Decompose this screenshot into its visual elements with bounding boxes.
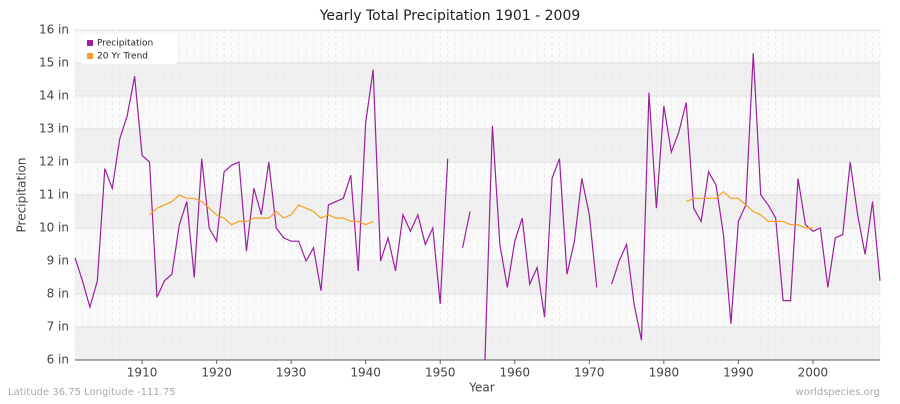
y-tick-label: 13 in [39,122,69,136]
y-tick-label: 12 in [39,155,69,169]
y-axis-label: Precipitation [15,157,29,232]
line-series [149,190,813,229]
chart-title: Yearly Total Precipitation 1901 - 2009 [319,8,581,24]
y-tick-label: 10 in [39,221,69,235]
x-tick-label: 1950 [425,366,456,380]
legend: Precipitation 20 Yr Trend [81,34,177,64]
x-tick-label: 1930 [276,366,307,380]
x-axis-label: Year [468,381,494,395]
x-tick-label: 1970 [574,366,605,380]
legend-box [81,34,177,64]
legend-label: Precipitation [97,39,153,49]
y-tick-label: 7 in [47,320,69,334]
x-tick-label: 2000 [798,366,829,380]
x-tick-label: 1920 [201,366,232,380]
footer-left: Latitude 36.75 Longitude -111.75 [8,387,176,398]
x-tick-label: 1980 [649,366,680,380]
y-tick-label: 11 in [39,188,69,202]
y-tick-label: 9 in [47,254,69,268]
footer-right: worldspecies.org [796,387,880,398]
y-tick-label: 14 in [39,89,69,103]
y-tick-label: 15 in [39,56,69,70]
x-tick-label: 1960 [499,366,530,380]
y-tick-label: 16 in [39,23,69,37]
legend-label: 20 Yr Trend [97,52,148,62]
x-tick-label: 1990 [723,366,754,380]
legend-swatch [87,53,93,59]
x-tick-label: 1940 [350,366,381,380]
line-series [74,53,881,361]
y-tick-label: 6 in [47,353,69,367]
y-tick-label: 8 in [47,287,69,301]
legend-swatch [87,40,93,46]
x-tick-label: 1910 [127,366,158,380]
